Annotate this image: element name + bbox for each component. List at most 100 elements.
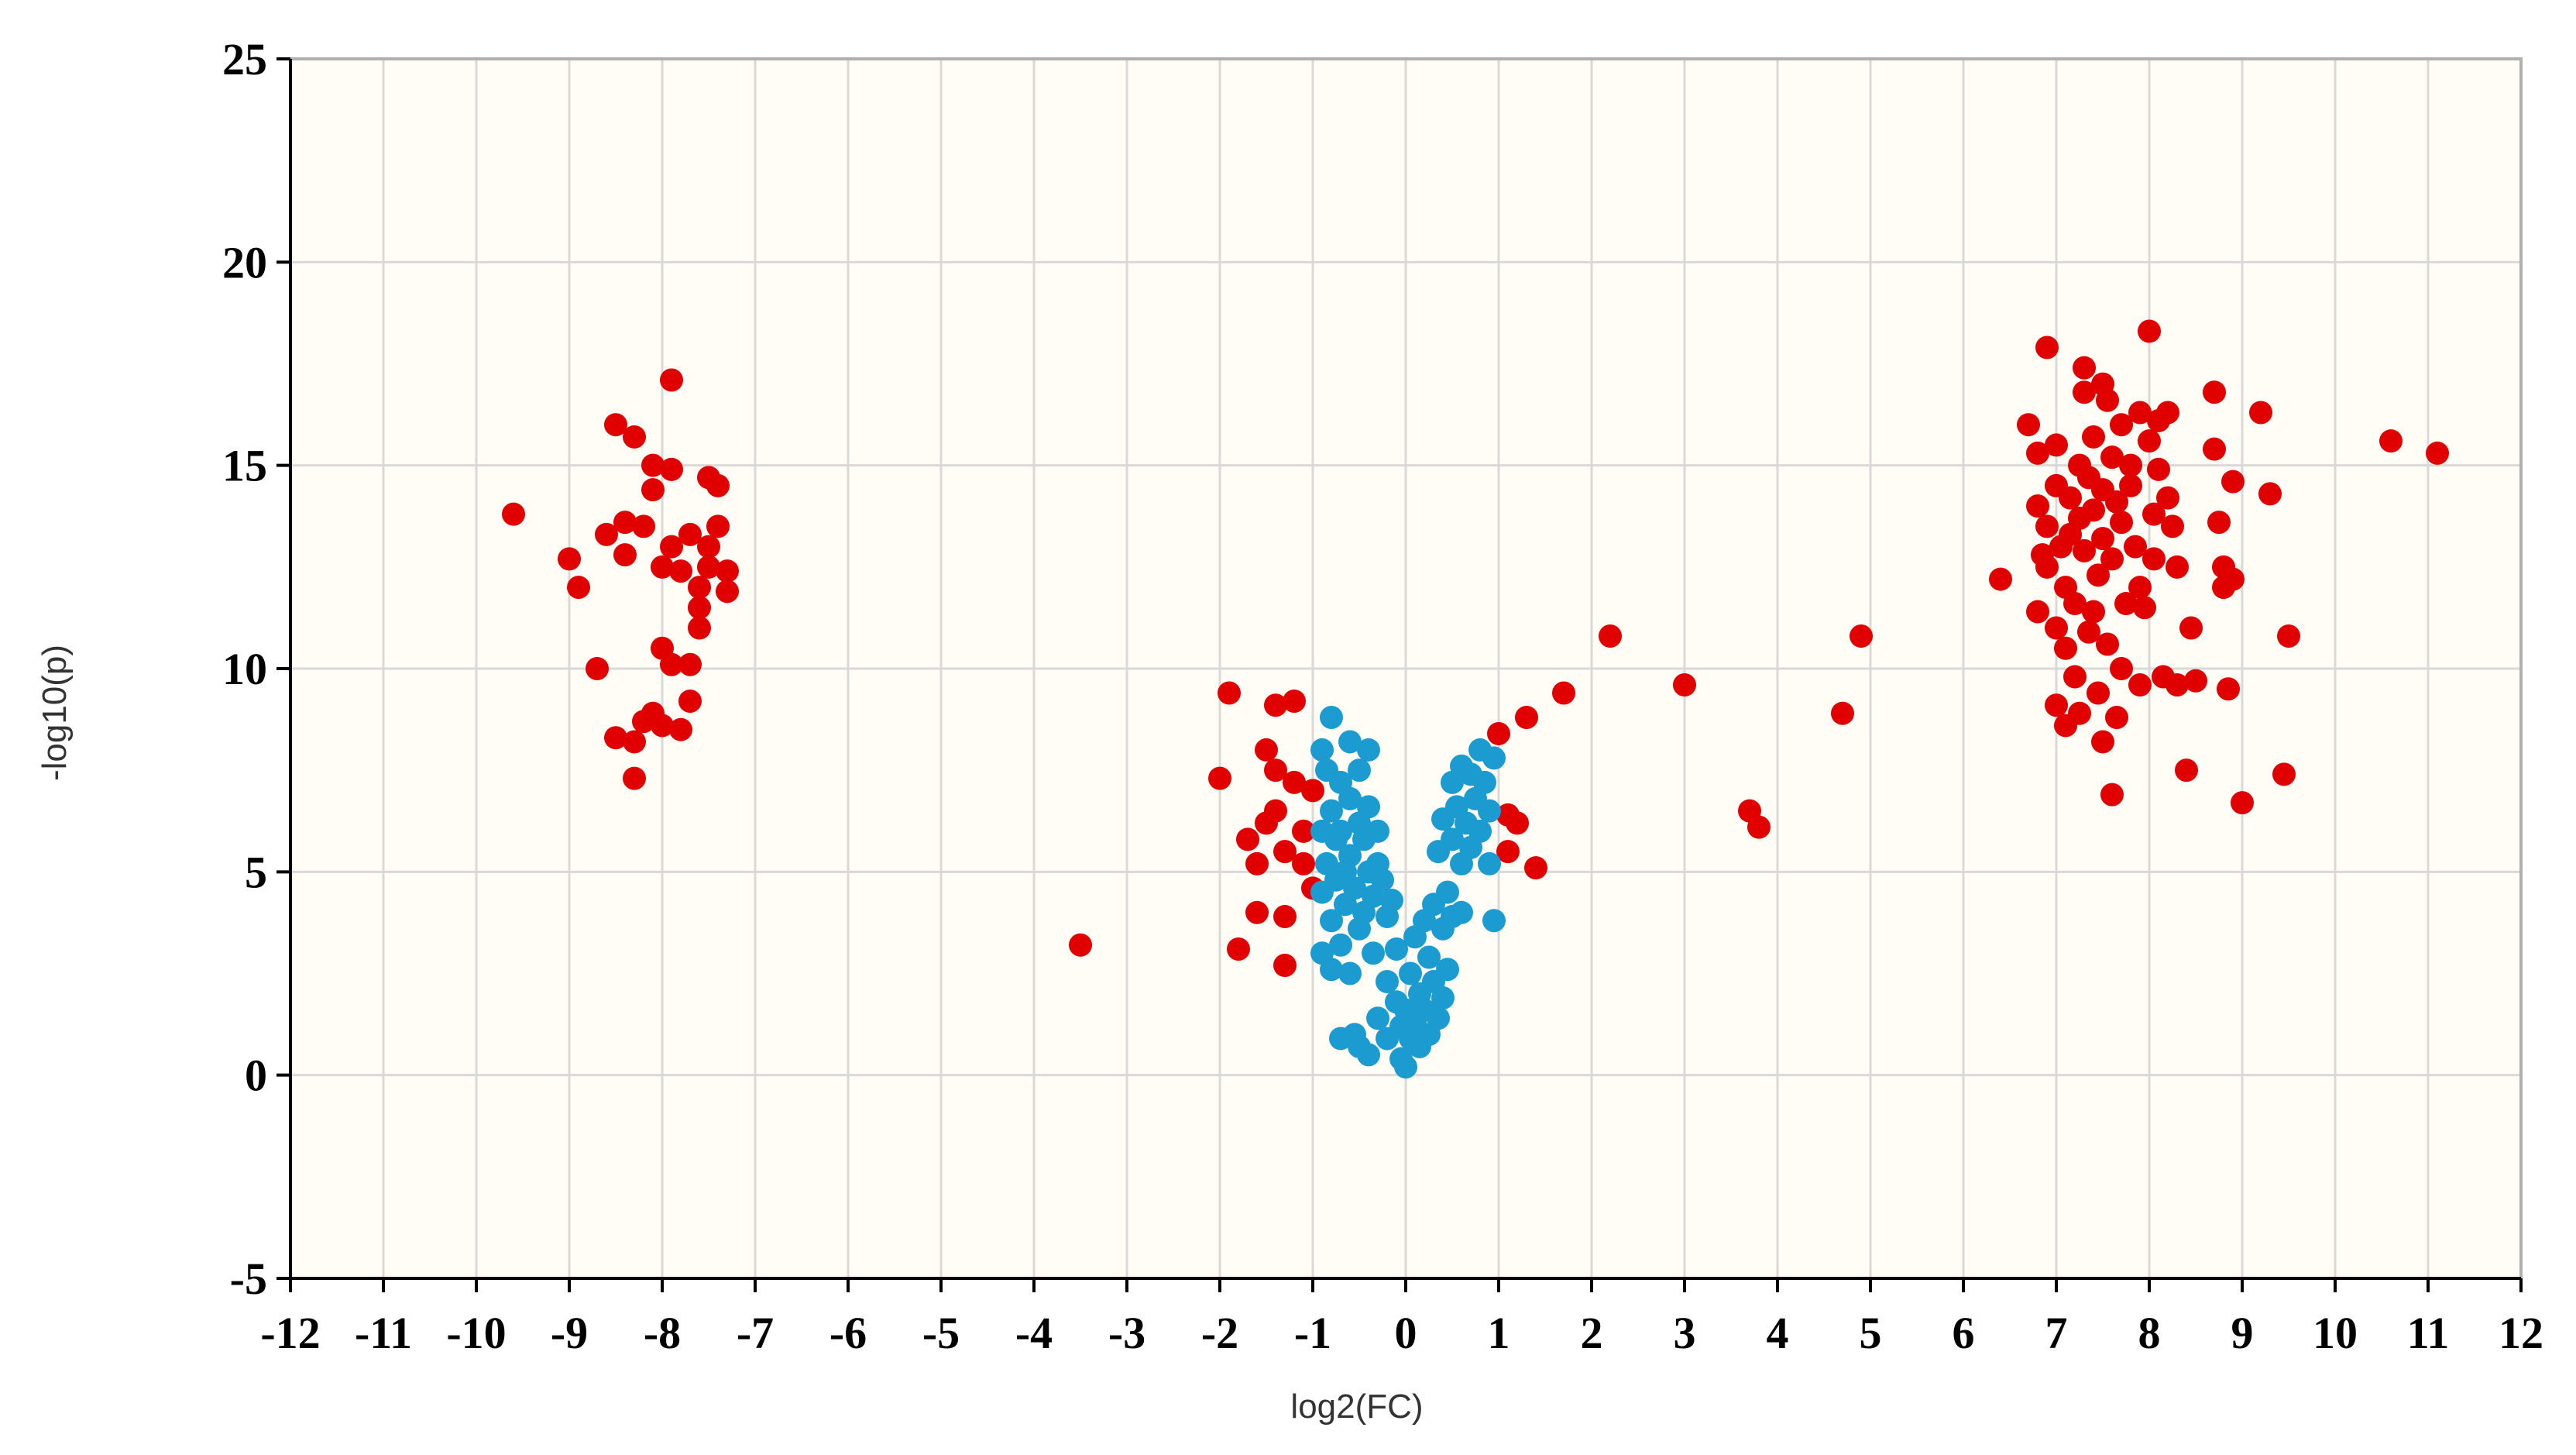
data-point [1338,844,1362,868]
data-points [502,319,2449,1079]
data-point [1338,786,1362,810]
data-point [697,555,720,579]
data-point [716,559,739,583]
x-tick-label: -10 [446,1308,506,1358]
data-point [2059,486,2082,510]
data-point [2035,514,2059,538]
data-point [1371,868,1394,892]
data-point [2156,486,2179,510]
data-point [2096,632,2119,656]
y-tick-label: 15 [222,441,267,491]
data-point [1436,958,1459,982]
data-point [2096,388,2119,412]
data-point [2231,791,2254,815]
data-point [1357,795,1380,819]
y-tick-label: 10 [222,644,267,694]
data-point [2045,616,2068,640]
x-tick-label: 5 [1860,1308,1882,1358]
data-point [2114,592,2138,616]
x-tick-label: -6 [829,1308,867,1358]
data-point [1320,799,1343,823]
data-point [1273,954,1297,978]
data-point [1380,889,1403,913]
data-point [1301,779,1324,803]
data-point [706,514,730,538]
data-point [2203,380,2226,404]
data-point [604,413,627,437]
data-point [1218,681,1241,705]
data-point [1208,766,1231,790]
data-point [2138,319,2161,343]
x-tick-label: 9 [2231,1308,2254,1358]
x-tick-label: 11 [2407,1308,2450,1358]
data-point [1441,827,1464,851]
data-point [716,580,739,604]
data-point [2124,535,2147,559]
data-point [2082,425,2105,449]
data-point [706,473,730,497]
data-point [2147,457,2170,481]
data-point [651,714,674,738]
x-tick-label: -3 [1108,1308,1145,1358]
data-point [2087,681,2110,705]
data-point [2026,441,2049,465]
data-point [1348,758,1371,783]
data-point [1478,799,1501,823]
x-tick-label: 1 [1488,1308,1510,1358]
data-point [2073,380,2096,404]
data-point [678,652,702,676]
data-point [660,457,683,481]
data-point [1320,958,1343,982]
data-point [1482,746,1506,770]
x-tick-label: -8 [644,1308,681,1358]
data-point [1394,1055,1417,1079]
data-point [2045,693,2068,717]
data-point [623,766,646,790]
x-tick-label: -1 [1294,1308,1331,1358]
data-point [1747,815,1771,839]
data-point [2161,514,2184,538]
data-point [2068,701,2091,725]
data-point [1473,770,1496,794]
series-0 [502,319,2449,978]
data-point [1436,880,1459,904]
data-point [2054,636,2077,660]
data-point [2184,669,2207,693]
data-point [641,453,665,477]
data-point [1989,567,2012,591]
data-point [1376,969,1399,993]
data-point [688,616,711,640]
data-point [1255,738,1278,762]
data-point [1599,624,1622,648]
data-point [623,425,646,449]
y-tick-label: 25 [222,34,267,84]
data-point [2142,502,2166,526]
data-point [2073,356,2096,380]
data-point [1515,705,1538,729]
data-point [1417,945,1441,969]
y-axis-title: -log10(p) [36,645,74,781]
data-point [567,576,590,600]
data-point [1431,985,1455,1010]
data-point [2142,547,2166,571]
data-point [2166,672,2189,697]
data-point [1264,693,1287,717]
data-point [1478,851,1501,875]
data-point [2272,762,2296,786]
x-tick-label: 4 [1767,1308,1789,1358]
x-tick-labels: -12 -11 -10 -9 -8 -7 -6 -5 -4 -3 -2 -1 0 1 2 3 4 5 6 7 8 9 10 1… [260,1308,2543,1358]
data-point [1283,689,1306,713]
data-point [2026,494,2049,518]
data-point [1552,681,1575,705]
data-point [678,522,702,546]
data-point [1273,905,1297,929]
x-tick-label: -5 [922,1308,960,1358]
y-tick-label: 20 [222,237,267,287]
data-point [2128,401,2152,425]
data-point [604,726,627,750]
data-point [2100,783,2124,807]
data-point [2077,620,2100,644]
data-point [2119,473,2142,497]
data-point [1450,900,1473,924]
